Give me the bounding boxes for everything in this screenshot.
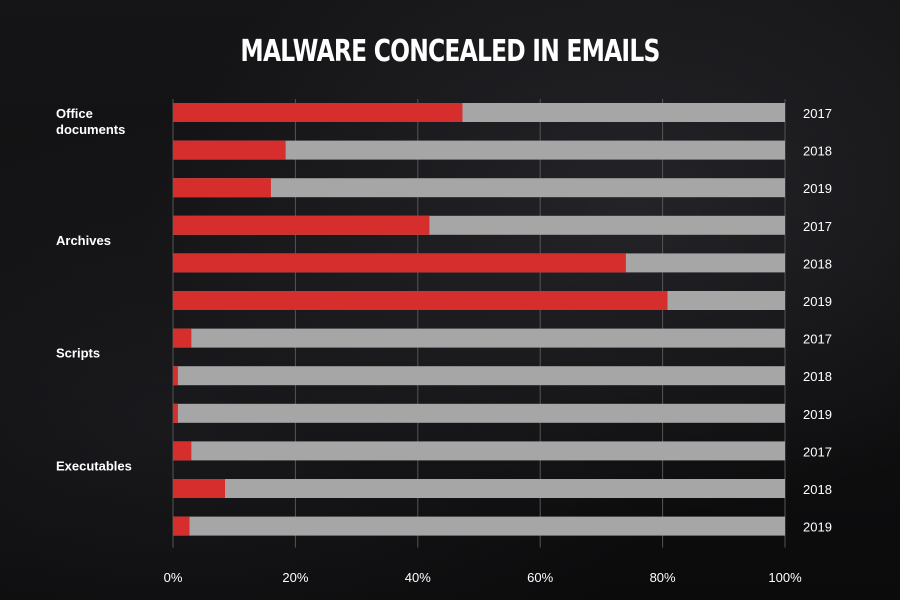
year-label: 2017 bbox=[803, 219, 832, 234]
year-label: 2019 bbox=[803, 294, 832, 309]
bar-share bbox=[173, 253, 626, 273]
x-tick-label: 60% bbox=[527, 570, 553, 585]
x-tick-label: 40% bbox=[405, 570, 431, 585]
x-tick-label: 100% bbox=[768, 570, 802, 585]
bar-share bbox=[173, 328, 192, 348]
bar-rest bbox=[173, 441, 785, 461]
chart-title: MALWARE CONCEALED IN EMAILS bbox=[240, 34, 660, 69]
bar-rest bbox=[173, 403, 785, 423]
bar-rest bbox=[173, 140, 785, 160]
bar-share bbox=[173, 140, 286, 160]
bar-share bbox=[173, 479, 226, 498]
category-label: Office bbox=[56, 106, 93, 121]
year-label: 2017 bbox=[803, 444, 832, 459]
year-label: 2019 bbox=[803, 407, 832, 422]
year-label: 2017 bbox=[803, 332, 832, 347]
year-label: 2019 bbox=[803, 520, 832, 535]
year-label: 2018 bbox=[803, 144, 832, 159]
bar-share bbox=[173, 516, 190, 536]
category-label: documents bbox=[56, 122, 125, 137]
bar-rest bbox=[173, 328, 785, 348]
bar-share bbox=[173, 291, 668, 310]
bar-share bbox=[173, 215, 430, 235]
bar-share bbox=[173, 178, 271, 198]
bar-share bbox=[173, 103, 463, 122]
bar-share bbox=[173, 403, 178, 423]
bar-share bbox=[173, 366, 178, 386]
category-label: Archives bbox=[56, 233, 111, 248]
year-label: 2018 bbox=[803, 256, 832, 271]
category-label: Scripts bbox=[56, 346, 100, 361]
x-tick-label: 0% bbox=[164, 570, 183, 585]
category-label: Executables bbox=[56, 458, 132, 473]
bar-rest bbox=[173, 479, 785, 498]
x-tick-label: 20% bbox=[282, 570, 308, 585]
year-label: 2018 bbox=[803, 369, 832, 384]
year-label: 2019 bbox=[803, 181, 832, 196]
year-label: 2017 bbox=[803, 106, 832, 121]
bar-rest bbox=[173, 178, 785, 198]
bar-share bbox=[173, 441, 192, 461]
bar-rest bbox=[173, 516, 785, 536]
year-label: 2018 bbox=[803, 482, 832, 497]
x-tick-label: 80% bbox=[650, 570, 676, 585]
bar-rest bbox=[173, 366, 785, 386]
